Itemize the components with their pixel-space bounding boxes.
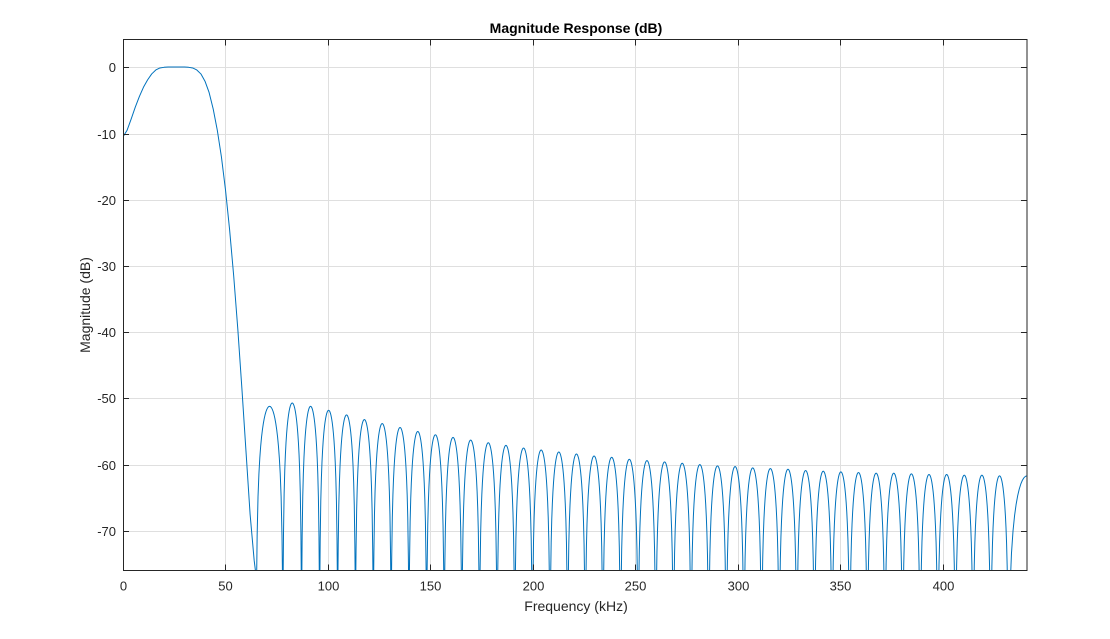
y-tick-label: -10 (97, 127, 116, 142)
x-tick-label: 300 (728, 579, 750, 594)
y-axis-label: Magnitude (dB) (77, 257, 93, 353)
x-tick-label: 350 (830, 579, 852, 594)
x-tick-label: 50 (218, 579, 232, 594)
y-tick-label: 0 (109, 60, 116, 75)
y-tick-label: -40 (97, 325, 116, 340)
x-tick-label: 400 (933, 579, 955, 594)
y-tick-label: -20 (97, 193, 116, 208)
x-tick-label: 250 (625, 579, 647, 594)
x-tick-label: 100 (318, 579, 340, 594)
x-tick-label: 200 (523, 579, 545, 594)
x-tick-label: 0 (120, 579, 127, 594)
x-tick-label: 150 (420, 579, 442, 594)
chart-title: Magnitude Response (dB) (490, 20, 663, 36)
y-tick-label: -50 (97, 391, 116, 406)
x-axis-label: Frequency (kHz) (524, 598, 627, 614)
y-tick-label: -70 (97, 524, 116, 539)
y-tick-label: -60 (97, 458, 116, 473)
y-tick-label: -30 (97, 259, 116, 274)
